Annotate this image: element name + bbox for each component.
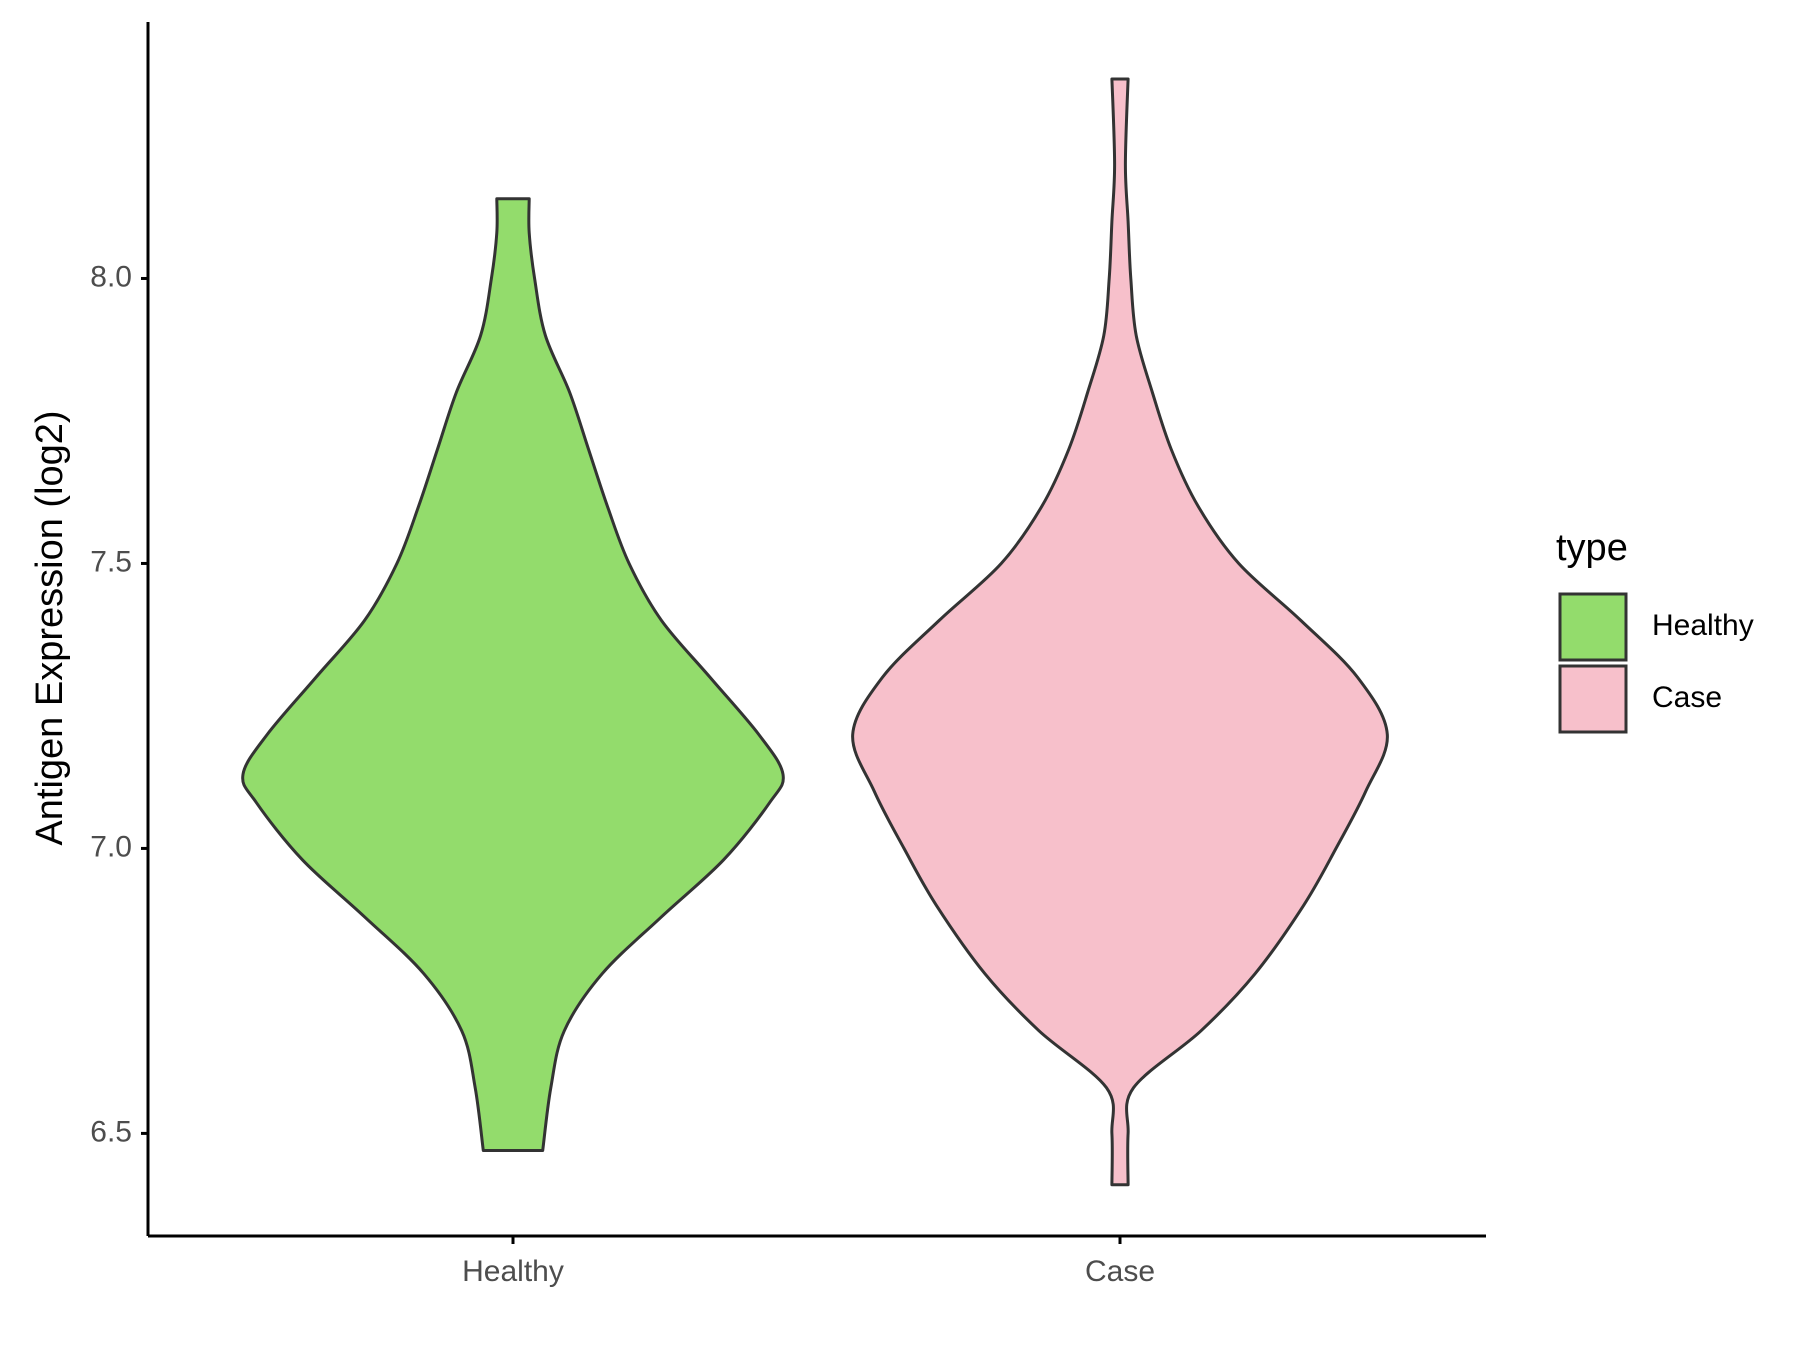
- legend-label-healthy: Healthy: [1652, 609, 1754, 642]
- y-tick-label: 8.0: [90, 260, 132, 293]
- violins-layer: [241, 77, 1389, 1187]
- violin-case: [851, 77, 1389, 1187]
- x-axis-ticks: Healthy Case: [462, 1236, 1155, 1288]
- y-tick-label: 6.5: [90, 1115, 132, 1148]
- legend: type Healthy Case: [1556, 527, 1754, 734]
- y-tick-label: 7.0: [90, 830, 132, 863]
- violin-healthy: [241, 197, 785, 1152]
- legend-key-healthy: [1558, 592, 1628, 662]
- y-axis-title: Antigen Expression (log2): [29, 410, 71, 845]
- legend-label-case: Case: [1652, 681, 1722, 714]
- legend-title: type: [1556, 527, 1628, 569]
- x-tick-label: Case: [1085, 1255, 1155, 1288]
- legend-key-case: [1558, 664, 1628, 734]
- y-tick-label: 7.5: [90, 545, 132, 578]
- x-tick-label: Healthy: [462, 1255, 564, 1288]
- y-axis-ticks: 6.5 7.0 7.5 8.0: [90, 260, 148, 1148]
